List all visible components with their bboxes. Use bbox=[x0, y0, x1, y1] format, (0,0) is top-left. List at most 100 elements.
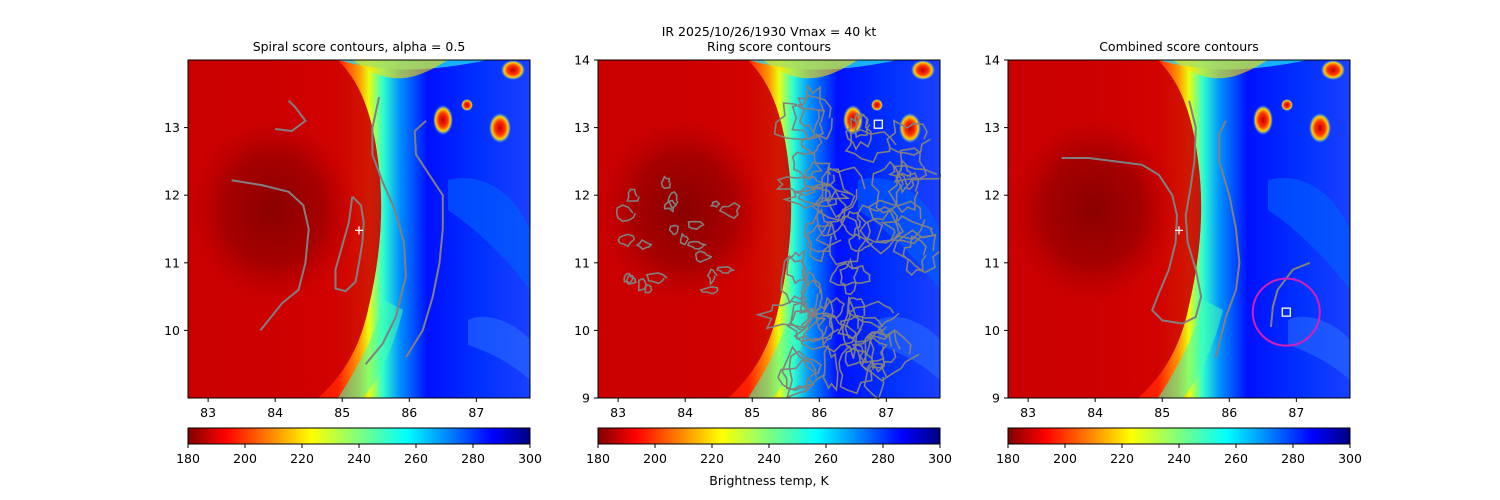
panels: Spiral score contours, alpha = 0.5 83 84 85… bbox=[164, 39, 1362, 488]
score-contour bbox=[812, 168, 856, 221]
colorbar-tick-label: 200 bbox=[233, 451, 257, 466]
x-tick-label: 87 bbox=[468, 405, 484, 420]
score-contour bbox=[405, 120, 444, 358]
ring-center-marker bbox=[1281, 307, 1291, 317]
score-contour bbox=[668, 224, 679, 236]
score-contour bbox=[637, 277, 648, 292]
score-contour bbox=[679, 232, 690, 246]
score-contour bbox=[644, 284, 653, 294]
score-contour bbox=[824, 166, 866, 219]
score-contour bbox=[815, 215, 867, 266]
score-contour bbox=[887, 164, 942, 183]
y-tick-label: 12 bbox=[574, 188, 590, 203]
x-tick-label: 83 bbox=[1020, 405, 1036, 420]
score-contour bbox=[777, 358, 817, 391]
x-tick-label: 84 bbox=[267, 405, 283, 420]
score-contour bbox=[716, 265, 735, 274]
score-contour bbox=[615, 204, 637, 223]
score-contour bbox=[864, 331, 892, 373]
score-contour bbox=[645, 272, 668, 285]
y-tick-label: 13 bbox=[574, 120, 590, 135]
score-contour bbox=[660, 175, 672, 190]
score-contour bbox=[829, 262, 871, 286]
score-contour bbox=[687, 220, 705, 230]
score-contour bbox=[789, 300, 814, 331]
score-contour bbox=[902, 235, 927, 277]
score-contour bbox=[754, 300, 817, 330]
colorbar-tick-label: 280 bbox=[1281, 451, 1305, 466]
panel-3: Combined score contours 83 84 85 86 87 9 10 11 12… bbox=[984, 39, 1362, 466]
score-contour bbox=[626, 188, 640, 202]
score-contour bbox=[231, 179, 310, 332]
colorbar bbox=[1007, 427, 1351, 445]
y-tick-label: 11 bbox=[574, 255, 590, 270]
score-contour bbox=[1214, 120, 1241, 358]
x-tick-label: 84 bbox=[677, 405, 693, 420]
y-tick-label: 14 bbox=[984, 53, 1000, 68]
x-tick-label: 85 bbox=[334, 405, 350, 420]
score-contour bbox=[785, 350, 826, 399]
score-contour bbox=[871, 160, 905, 214]
score-contour bbox=[786, 248, 807, 285]
colorbar-tick-label: 260 bbox=[404, 451, 428, 466]
x-tick-label: 86 bbox=[1221, 405, 1237, 420]
score-contour bbox=[781, 345, 818, 391]
x-tick-label: 85 bbox=[744, 405, 760, 420]
score-contour bbox=[709, 200, 721, 208]
score-contour bbox=[718, 201, 741, 220]
panel-title: Ring score contours bbox=[707, 39, 831, 54]
colorbar-tick-label: 280 bbox=[871, 451, 895, 466]
score-contour bbox=[334, 195, 365, 293]
score-contour bbox=[863, 362, 888, 401]
score-contour bbox=[840, 210, 862, 238]
score-contour bbox=[275, 99, 307, 133]
x-tick-label: 85 bbox=[1154, 405, 1170, 420]
score-contour bbox=[815, 296, 834, 348]
score-contour bbox=[1269, 261, 1311, 328]
score-contour bbox=[851, 336, 888, 372]
score-contour bbox=[800, 314, 858, 353]
score-contour bbox=[867, 199, 926, 243]
colorbar-tick-label: 240 bbox=[347, 451, 371, 466]
y-tick-label: 9 bbox=[992, 391, 1000, 406]
colorbar-tick-label: 180 bbox=[176, 451, 200, 466]
score-contour bbox=[897, 147, 928, 189]
y-tick-label: 9 bbox=[582, 391, 590, 406]
axes-frame bbox=[1007, 59, 1351, 399]
score-contour bbox=[844, 128, 897, 164]
y-tick-label: 12 bbox=[164, 188, 180, 203]
colorbar-tick-label: 260 bbox=[1224, 451, 1248, 466]
score-contour bbox=[879, 214, 935, 245]
score-contour bbox=[663, 199, 678, 213]
x-tick-label: 83 bbox=[200, 405, 216, 420]
colorbar bbox=[597, 427, 941, 445]
score-contour bbox=[838, 346, 874, 395]
brightness-temp-image bbox=[598, 60, 940, 398]
colorbar-tick-label: 220 bbox=[290, 451, 314, 466]
x-tick-label: 86 bbox=[401, 405, 417, 420]
y-tick-label: 12 bbox=[984, 188, 1000, 203]
figure-suptitle: IR 2025/10/26/1930 Vmax = 40 kt bbox=[662, 24, 877, 39]
axes-frame bbox=[597, 59, 941, 399]
score-contour bbox=[775, 176, 828, 197]
score-contour bbox=[803, 208, 833, 263]
score-contour bbox=[844, 343, 866, 367]
score-contour bbox=[895, 158, 915, 195]
panel-2: Ring score contours 83 84 85 86 87 9 10 11 12 13 14… bbox=[574, 39, 952, 488]
x-tick-label: 87 bbox=[1288, 405, 1304, 420]
center-marker bbox=[1175, 226, 1183, 235]
score-contour bbox=[865, 208, 901, 255]
y-tick-label: 10 bbox=[164, 323, 180, 338]
y-tick-label: 13 bbox=[984, 120, 1000, 135]
x-tick-label: 86 bbox=[811, 405, 827, 420]
colorbar-tick-label: 180 bbox=[586, 451, 610, 466]
score-contour bbox=[706, 268, 718, 287]
ring-circle bbox=[1251, 277, 1321, 347]
score-contour bbox=[799, 278, 823, 319]
center-marker bbox=[355, 226, 363, 235]
y-tick-label: 14 bbox=[574, 53, 590, 68]
y-tick-label: 10 bbox=[984, 323, 1000, 338]
axes-frame bbox=[187, 59, 531, 399]
colorbar-tick-label: 300 bbox=[518, 451, 542, 466]
